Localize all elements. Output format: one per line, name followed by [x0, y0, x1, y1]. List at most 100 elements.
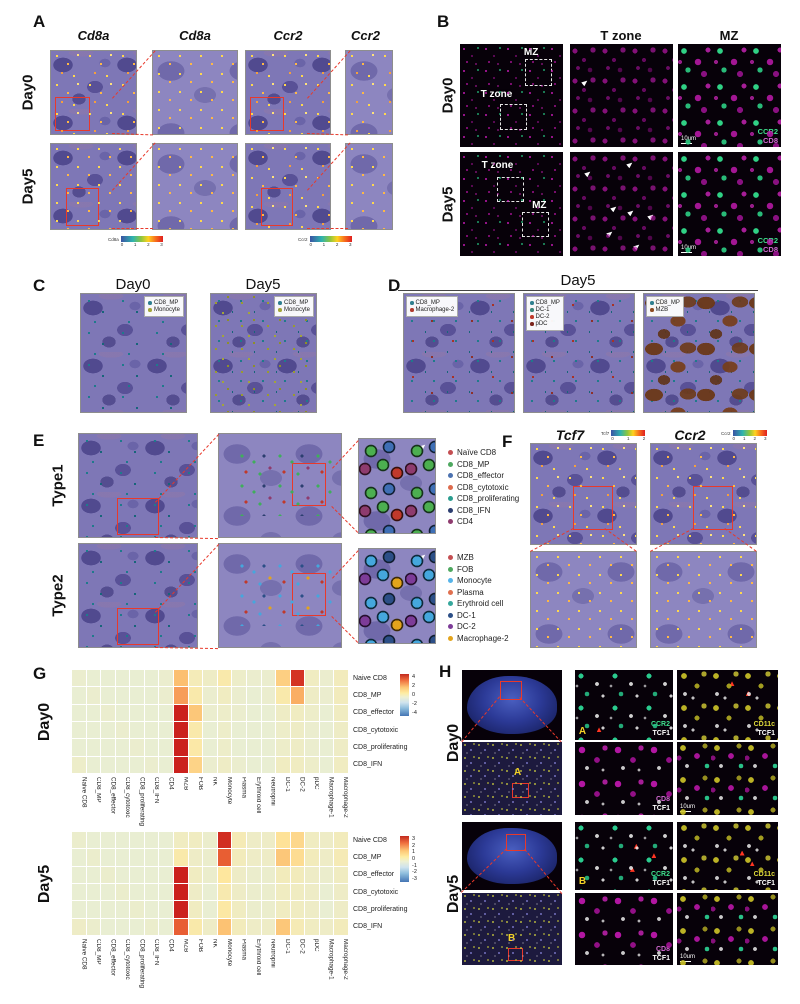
- heatmap-cell: [174, 918, 188, 935]
- colorbar-gradient: [120, 236, 163, 242]
- heatmap-colorbar-ticks: 3 2 1 0 -1 -2 -3: [412, 836, 428, 882]
- legend-swatch-icon: [410, 308, 414, 312]
- zoom-region-box: [55, 97, 90, 131]
- colorbar-label: Ccr2: [721, 431, 731, 436]
- legend-label: Monocyte: [153, 307, 180, 313]
- cd8a-colorbar: Cd8a 0 1 2 3: [108, 236, 163, 247]
- heatmap-cell: [72, 687, 86, 704]
- scale-bar: 10um: [681, 245, 696, 253]
- zoom-connector-line: [112, 228, 153, 229]
- legend-swatch-icon: [148, 308, 152, 312]
- panel-a-day0-label: Day0: [19, 74, 37, 111]
- stain-tcf1-label: TCF1: [757, 879, 776, 887]
- heatmap-cell: [232, 670, 246, 687]
- arrowhead-icon: [647, 213, 655, 221]
- heatmap-col-label: FOB: [196, 777, 203, 790]
- arrowhead-icon: [581, 79, 589, 87]
- legend-label: CD8_MP: [655, 300, 680, 306]
- heatmap-cell: [188, 739, 203, 756]
- heatmap-cell: [72, 756, 86, 773]
- panel-d-header-rule: [398, 290, 758, 291]
- panel-b-label: B: [437, 12, 450, 31]
- stain-cd8-label: CD8: [655, 796, 670, 804]
- zoom-connector-line: [111, 133, 153, 136]
- colorbar-gradient: [732, 430, 767, 436]
- colorbar-tick: 0: [412, 692, 416, 698]
- heatmap-cell: [159, 918, 174, 935]
- heatmap-cell: [86, 670, 101, 687]
- heatmap-cell: [188, 832, 203, 849]
- legend-swatch-icon: [530, 308, 534, 312]
- tcf7-colorbar: Tcf7 0 1 2: [601, 430, 646, 441]
- colorbar-tick: -2: [412, 869, 417, 876]
- heatmap-cell: [246, 721, 261, 739]
- heatmap-col-label: pDC: [313, 777, 320, 790]
- legend-label: CD4: [457, 517, 474, 527]
- heatmap-cell: [334, 756, 348, 773]
- panel-f-tcf7-zoom-image: [530, 551, 637, 648]
- legend-item: CD8_effector: [448, 470, 519, 482]
- heatmap-cell: [86, 756, 101, 773]
- panel-a-day5-cd8a-zoom-image: [152, 143, 238, 230]
- colorbar-tick: 0: [611, 436, 614, 441]
- legend-swatch-icon: [530, 322, 534, 326]
- heatmap-col-label: Naive CD8: [80, 777, 87, 808]
- heatmap-cell: [246, 918, 261, 935]
- channel-cd8: CD8: [762, 136, 778, 145]
- tzone-region-box: [500, 103, 527, 131]
- heatmap-cell: [334, 704, 348, 721]
- heatmap-cell: [319, 918, 334, 935]
- panel-a-day0-cd8a-zoom-image: [152, 50, 238, 135]
- panel-e-type1-label: Type1: [49, 464, 67, 507]
- scale-bar: 10um: [680, 804, 695, 812]
- legend-swatch-icon: [650, 301, 654, 305]
- heatmap-cell: [72, 739, 86, 756]
- legend-item: CD8_MP: [530, 300, 560, 306]
- legend-label: Monocyte: [457, 576, 492, 586]
- panel-f-ccr2-header: Ccr2: [674, 427, 706, 443]
- colorbar-tick: 4: [412, 674, 416, 680]
- heatmap-cell: [86, 721, 101, 739]
- heatmap-cell: [130, 918, 144, 935]
- heatmap-cell: [305, 901, 319, 918]
- panel-b-mz-header: MZ: [719, 28, 739, 43]
- panel-b-day0-tzone-image: [570, 44, 673, 147]
- legend-item: CD8_MP: [410, 300, 454, 306]
- heatmap-cell: [261, 918, 276, 935]
- panel-h-label: H: [439, 662, 452, 681]
- heatmap-cell: [246, 849, 261, 866]
- heatmap-cell: [144, 918, 159, 935]
- panel-b-day5-overview-image: T zone MZ: [460, 152, 563, 256]
- heatmap-cell: [319, 687, 334, 704]
- panel-a-col2-header: Cd8a: [179, 28, 211, 43]
- heatmap-col-label: CD4: [167, 777, 174, 790]
- heatmap-col-label: CD8_proliferating: [138, 939, 145, 989]
- heatmap-cell: [305, 687, 319, 704]
- heatmap-col-label: Monocyte: [225, 777, 232, 805]
- legend-item: DC-2: [530, 314, 560, 320]
- heatmap-col-label: CD4: [167, 939, 174, 952]
- scale-bar: 10um: [680, 954, 695, 962]
- legend-label: pDC: [535, 321, 548, 327]
- legend-swatch-icon: [448, 589, 453, 595]
- heatmap-cell: [174, 721, 188, 739]
- heatmap-cell: [115, 918, 130, 935]
- legend-item: CD8_proliferating: [448, 493, 519, 505]
- legend-label: CD8_cytotoxic: [457, 482, 509, 492]
- zoom-region-box: [500, 681, 522, 700]
- heatmap-cell: [261, 832, 276, 849]
- heatmap-cell: [115, 739, 130, 756]
- zoom-connector-line: [306, 133, 348, 136]
- heatmap-cell: [305, 670, 319, 687]
- legend-label: Macrophage-2: [415, 307, 455, 313]
- panel-b-day5-label: Day5: [439, 186, 457, 222]
- colorbar-gradient: [309, 236, 352, 242]
- heatmap-cell: [72, 883, 86, 901]
- stain-cd8-label: CD8: [655, 946, 670, 954]
- panel-a-day5-ccr2-overview-image: [245, 143, 331, 230]
- panel-e-type2-legend: MZB FOB Monocyte Plasma Erythroid cell DC-1 DC…: [448, 552, 509, 644]
- zoom-region-box: [292, 572, 326, 617]
- heatmap-cell: [232, 883, 246, 901]
- panel-e-type2-mid-image: [218, 543, 342, 648]
- legend-swatch-icon: [448, 507, 453, 513]
